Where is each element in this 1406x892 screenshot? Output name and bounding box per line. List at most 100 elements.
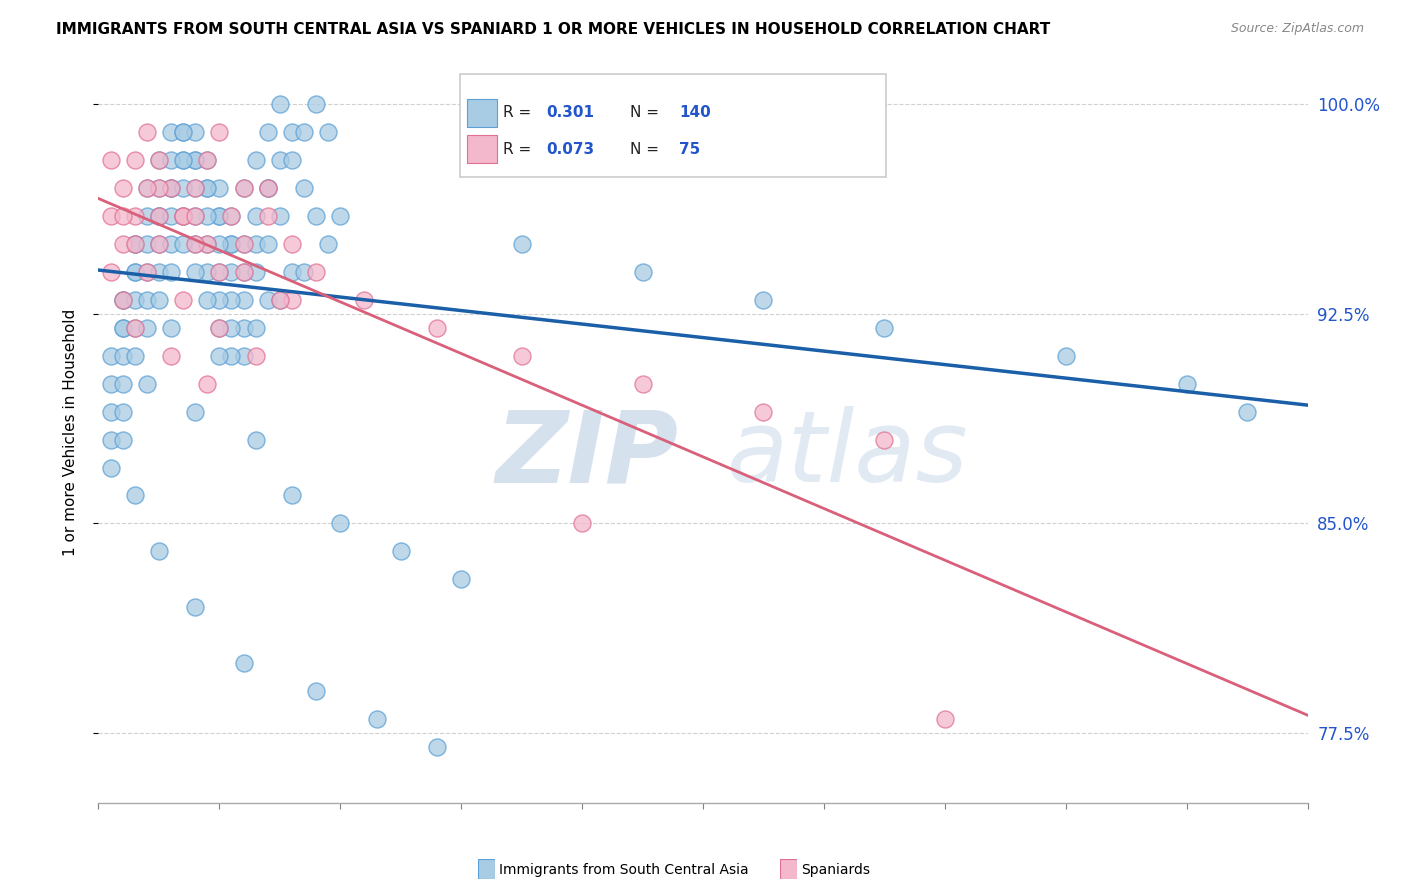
Point xyxy=(281,488,304,502)
Point xyxy=(256,209,278,223)
Point xyxy=(256,181,278,195)
Point xyxy=(256,237,278,252)
Point xyxy=(148,237,170,252)
Point xyxy=(934,712,956,726)
Point xyxy=(148,265,170,279)
Point xyxy=(195,181,218,195)
Point xyxy=(111,237,134,252)
Point xyxy=(232,321,254,335)
Point xyxy=(148,181,170,195)
Point xyxy=(752,405,775,419)
Text: IMMIGRANTS FROM SOUTH CENTRAL ASIA VS SPANIARD 1 OR MORE VEHICLES IN HOUSEHOLD C: IMMIGRANTS FROM SOUTH CENTRAL ASIA VS SP… xyxy=(56,22,1050,37)
Point xyxy=(208,321,231,335)
Point xyxy=(873,433,896,447)
Point xyxy=(124,488,146,502)
Point xyxy=(111,293,134,307)
Point xyxy=(111,433,134,447)
Text: Immigrants from South Central Asia: Immigrants from South Central Asia xyxy=(499,863,749,877)
Point xyxy=(631,376,654,391)
Point xyxy=(111,321,134,335)
Point xyxy=(124,237,146,252)
Point xyxy=(208,209,231,223)
Point xyxy=(160,265,183,279)
Point xyxy=(100,349,122,363)
Point xyxy=(269,293,291,307)
Point xyxy=(172,293,194,307)
Point xyxy=(245,153,267,168)
Point xyxy=(195,181,218,195)
Point xyxy=(111,321,134,335)
Point xyxy=(135,265,157,279)
Point xyxy=(100,265,122,279)
Point xyxy=(135,181,157,195)
Point xyxy=(208,293,231,307)
Point xyxy=(292,265,315,279)
Point xyxy=(232,349,254,363)
Point xyxy=(184,153,207,168)
Point xyxy=(100,209,122,223)
Point xyxy=(281,293,304,307)
Point xyxy=(305,97,328,112)
Point xyxy=(269,97,291,112)
Point xyxy=(172,125,194,139)
Point xyxy=(195,237,218,252)
Point xyxy=(232,181,254,195)
Point xyxy=(111,209,134,223)
Point xyxy=(135,237,157,252)
Point xyxy=(329,516,352,531)
Point xyxy=(256,181,278,195)
Point xyxy=(232,656,254,670)
Point xyxy=(184,125,207,139)
Point xyxy=(160,237,183,252)
Point xyxy=(184,237,207,252)
Point xyxy=(221,265,243,279)
Point xyxy=(172,153,194,168)
Point xyxy=(221,321,243,335)
Point xyxy=(245,433,267,447)
Point xyxy=(172,181,194,195)
Point xyxy=(148,544,170,558)
Point xyxy=(184,209,207,223)
Point xyxy=(256,293,278,307)
Point xyxy=(160,181,183,195)
Text: 0.301: 0.301 xyxy=(546,105,593,120)
Point xyxy=(269,153,291,168)
Point xyxy=(124,237,146,252)
Point xyxy=(510,349,533,363)
Point xyxy=(184,237,207,252)
Point xyxy=(184,153,207,168)
Point xyxy=(752,293,775,307)
Point xyxy=(160,125,183,139)
Point xyxy=(221,293,243,307)
Point xyxy=(426,739,449,754)
Point xyxy=(100,433,122,447)
Point xyxy=(124,349,146,363)
Point xyxy=(1236,405,1258,419)
Text: atlas: atlas xyxy=(727,407,969,503)
Point xyxy=(208,237,231,252)
Point xyxy=(245,237,267,252)
Point xyxy=(305,209,328,223)
Point xyxy=(281,125,304,139)
Point xyxy=(292,181,315,195)
Point xyxy=(316,125,339,139)
Text: R =: R = xyxy=(503,142,537,157)
Point xyxy=(269,293,291,307)
Point xyxy=(184,181,207,195)
Point xyxy=(245,265,267,279)
Point xyxy=(111,349,134,363)
Text: Spaniards: Spaniards xyxy=(801,863,870,877)
Point xyxy=(135,293,157,307)
Point xyxy=(450,572,472,586)
Point xyxy=(135,181,157,195)
Point xyxy=(148,209,170,223)
Text: ZIP: ZIP xyxy=(496,407,679,503)
Point xyxy=(148,153,170,168)
Point xyxy=(195,153,218,168)
Y-axis label: 1 or more Vehicles in Household: 1 or more Vehicles in Household xyxy=(63,309,77,557)
Point xyxy=(148,209,170,223)
Point xyxy=(571,516,593,531)
Point xyxy=(208,125,231,139)
Point xyxy=(232,293,254,307)
Point xyxy=(208,209,231,223)
